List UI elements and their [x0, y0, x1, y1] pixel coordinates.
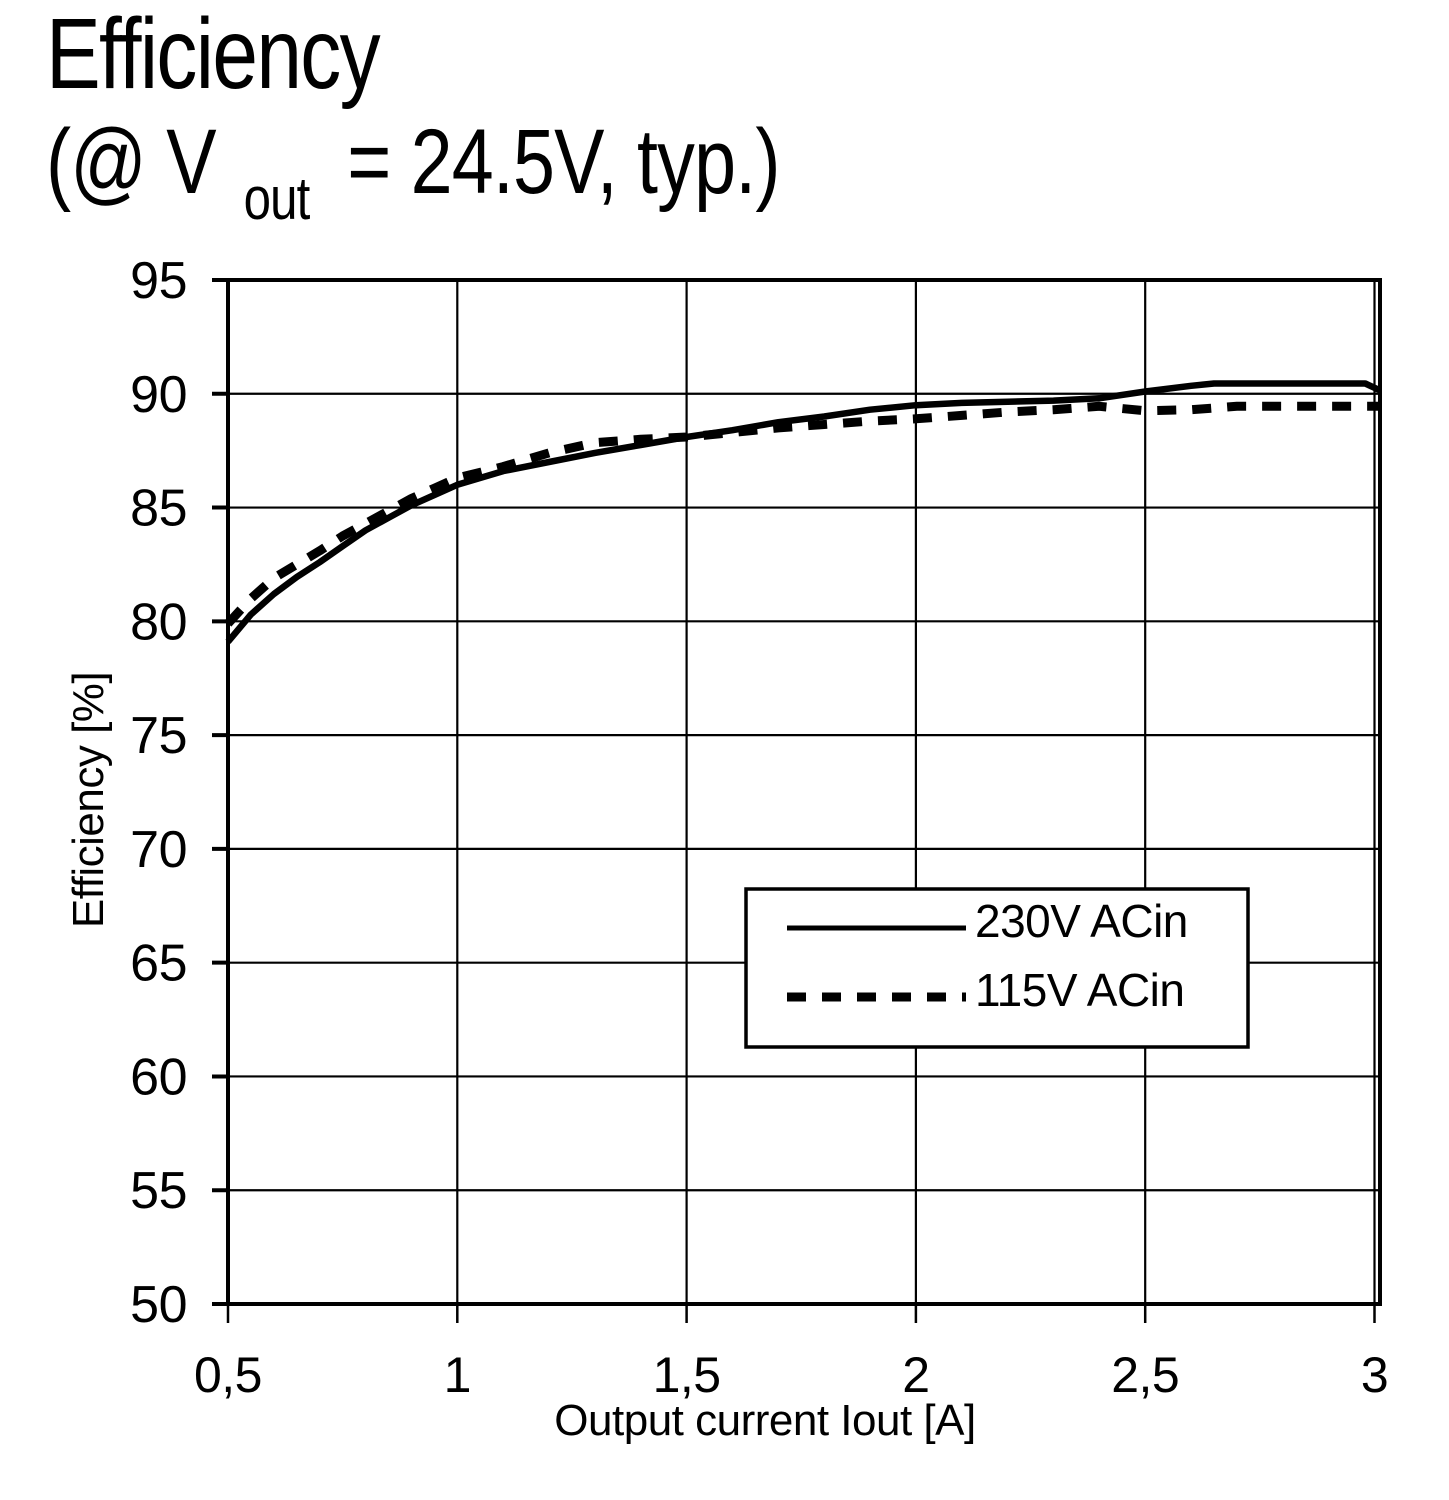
y-tick-label: 70 — [130, 821, 187, 879]
y-tick-label: 50 — [130, 1276, 187, 1334]
chart-title: Efficiency — [46, 0, 381, 110]
x-tick-label: 1,5 — [653, 1347, 721, 1403]
legend-box — [744, 887, 1250, 1049]
subtitle-post: = 24.5V, typ.) — [347, 111, 780, 213]
y-tick-label: 95 — [130, 252, 187, 310]
subtitle-subscript: out — [243, 165, 311, 232]
subtitle-pre: (@ V — [46, 111, 217, 213]
x-axis-title: Output current Iout [A] — [554, 1396, 975, 1445]
x-tick-label: 2,5 — [1111, 1347, 1179, 1403]
curve-115v-acin — [224, 401, 1380, 627]
y-tick-label: 85 — [130, 480, 187, 538]
y-tick-label: 55 — [130, 1162, 187, 1220]
x-tick-label: 1 — [444, 1347, 471, 1403]
y-axis-title: Efficiency [%] — [64, 672, 113, 928]
y-tick-label: 75 — [130, 707, 187, 765]
y-tick-label: 65 — [130, 935, 187, 993]
x-tick-label: 3 — [1361, 1347, 1388, 1403]
y-tick-label: 60 — [130, 1048, 187, 1106]
chart-generated-layer: 95 90 85 80 75 70 65 60 55 500,5 1 1,5 2 2,5 3 — [130, 252, 1388, 1403]
y-tick-label: 90 — [130, 366, 187, 424]
y-tick-label: 80 — [130, 593, 187, 651]
legend-label-230v: 230V ACin — [975, 895, 1188, 947]
curve-230v-acin — [225, 380, 1381, 644]
plot-border — [226, 278, 1382, 1306]
legend-label-115v: 115V ACin — [975, 964, 1184, 1016]
x-tick-label: 2 — [902, 1347, 929, 1403]
x-tick-label: 0,5 — [194, 1347, 262, 1403]
